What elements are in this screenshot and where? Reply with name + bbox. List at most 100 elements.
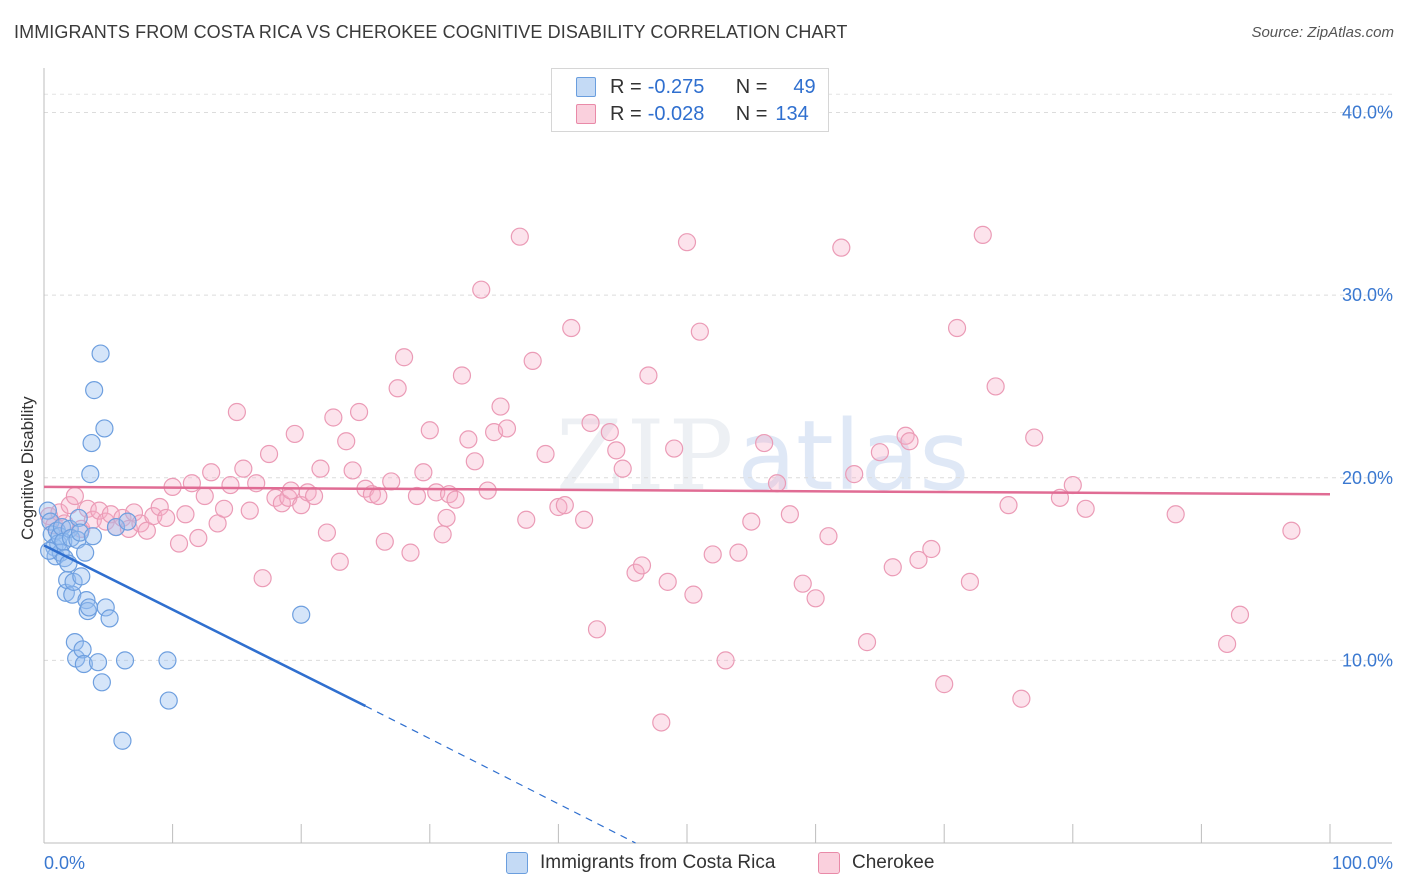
data-point-cherokee [1230,605,1250,624]
data-point-cherokee [369,486,388,506]
data-point-cherokee [491,397,510,416]
cherokee-points [40,225,1301,732]
data-point-cherokee [452,366,472,385]
data-point-cherokee [182,474,201,493]
data-point-cherokee [626,563,645,582]
data-point-cherokee [382,472,401,491]
data-point-cherokee [465,452,484,471]
data-point-cherokee [285,424,304,444]
data-point-cherokee [922,539,941,559]
data-point-costa-rica [85,381,104,400]
data-point-costa-rica [159,691,178,710]
data-point-cherokee [349,402,369,422]
data-point-cherokee [947,318,967,338]
costa-rica-points [38,344,311,750]
axes [43,68,1392,844]
data-point-costa-rica [83,527,102,546]
trend-line-cherokee [43,485,1331,496]
legend-swatch-pink [576,104,596,124]
data-point-costa-rica [76,543,95,562]
series-legend: Immigrants from Costa Rica Cherokee [0,852,1406,878]
data-point-cherokee [716,651,735,670]
data-point-cherokee [1218,634,1237,654]
data-point-cherokee [437,508,456,528]
data-point-cherokee [420,421,439,440]
data-point-cherokee [986,377,1005,396]
data-point-cherokee [60,496,79,515]
legend-swatch-pink [818,852,840,874]
legend-item-cherokee[interactable]: Cherokee [818,852,934,874]
data-point-cherokee [883,558,902,577]
data-point-cherokee [549,497,568,517]
data-point-cherokee [304,486,324,506]
data-point-cherokee [600,423,619,442]
data-point-cherokee [221,475,240,495]
data-point-costa-rica [38,501,57,520]
data-point-cherokee [684,585,703,604]
data-point-cherokee [214,499,234,518]
data-point-cherokee [90,501,109,520]
legend-n-value: 134 [775,102,809,125]
data-point-cherokee [632,556,652,575]
data-point-costa-rica [79,598,99,617]
legend-item-costa-rica[interactable]: Immigrants from Costa Rica [506,852,775,874]
data-point-cherokee [742,512,761,531]
data-point-cherokee [523,351,542,370]
legend-n-label: N = [735,102,768,125]
data-point-cherokee [227,402,246,422]
data-point-costa-rica [95,419,114,438]
data-point-cherokee [189,528,208,548]
data-point-cherokee [414,463,433,482]
data-point-cherokee [517,510,536,529]
legend-label-costa-rica: Immigrants from Costa Rica [540,852,776,873]
data-point-costa-rica [69,508,88,528]
data-point-cherokee [960,572,980,591]
data-point-cherokee [259,444,279,464]
legend-n-value: 49 [793,75,816,98]
legend-r-label: R = [610,75,642,98]
data-point-cherokee [281,481,301,500]
data-point-cherokee [240,501,259,520]
tick-labels: 10.0% 20.0% 30.0% 40.0% 0.0% 100.0% [44,103,1393,873]
source-label: Source: ZipAtlas.com [1251,24,1394,41]
data-point-cherokee [652,713,671,732]
data-point-cherokee [755,433,774,453]
data-point-cherokee [253,569,272,588]
data-point-cherokee [677,233,697,252]
y-tick-label: 20.0% [1342,468,1393,488]
data-point-cherokee [575,510,594,529]
data-point-cherokee [394,348,414,367]
data-point-cherokee [832,238,851,257]
legend-r-value: -0.275 [647,75,705,98]
data-point-cherokee [587,620,607,639]
data-point-cherokee [729,543,748,562]
legend-r-value: -0.028 [647,102,705,125]
y-tick-label: 30.0% [1342,285,1393,305]
data-point-cherokee [157,508,176,528]
data-point-cherokee [665,439,684,458]
data-point-cherokee [536,444,555,464]
data-point-cherokee [1282,521,1301,540]
data-point-costa-rica [158,651,177,670]
data-point-cherokee [780,505,799,524]
data-point-costa-rica [91,344,110,363]
data-point-cherokee [65,486,84,506]
data-point-cherokee [1166,505,1185,524]
data-point-costa-rica [82,433,101,453]
data-point-cherokee [607,441,626,460]
data-point-cherokee [337,432,356,451]
data-point-cherokee [973,225,992,244]
data-point-cherokee [857,633,877,652]
data-point-costa-rica [118,512,137,531]
data-point-cherokee [124,503,144,522]
data-point-costa-rica [81,465,100,484]
data-point-cherokee [581,413,600,433]
watermark: ZIPatlas [556,400,969,512]
legend-n-label: N = [735,75,768,98]
data-point-cherokee [330,552,349,571]
data-point-cherokee [1012,689,1031,708]
data-point-cherokee [767,474,787,493]
legend-r-label: R = [610,102,642,125]
data-point-cherokee [555,496,574,515]
